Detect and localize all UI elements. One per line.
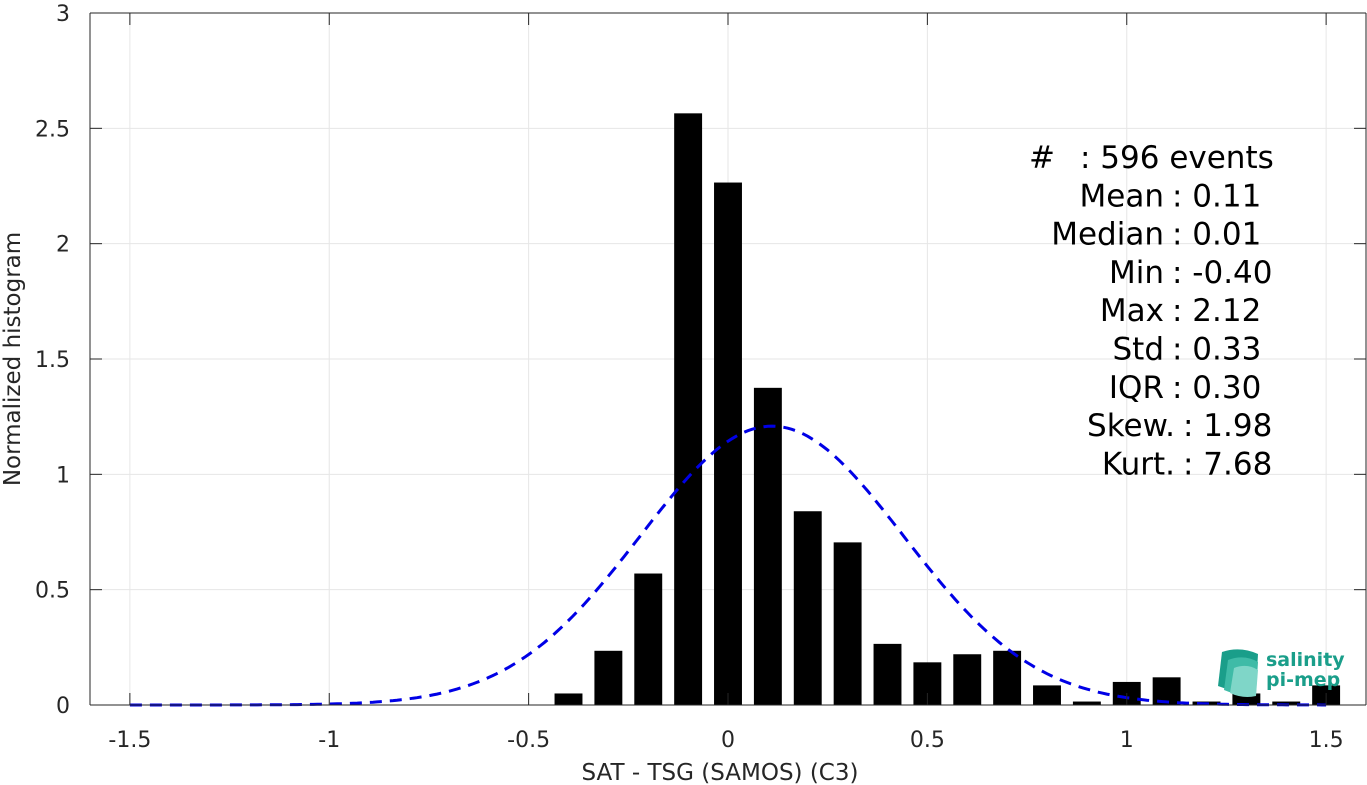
stat-key: Mean — [1080, 178, 1164, 214]
stat-value: : 0.11 — [1172, 178, 1261, 214]
histogram-bar — [1033, 685, 1061, 705]
x-tick-label: -1.5 — [108, 728, 151, 753]
tick-labels: -1.5 -1 -0.5 0 0.5 1 1.5 0 0.5 1 1.5 2 2.5 3 — [35, 2, 1344, 753]
stat-key: Min — [1109, 255, 1164, 291]
y-tick-label: 0 — [56, 694, 70, 719]
logo-line1: salinity — [1266, 649, 1345, 671]
x-tick-label: -1 — [318, 728, 340, 753]
histogram-bar — [793, 511, 822, 705]
stat-value: : 596 events — [1080, 140, 1274, 176]
stat-value: : 7.68 — [1183, 446, 1272, 482]
stat-key: # — [1029, 140, 1055, 176]
logo-icon — [1218, 649, 1258, 697]
stat-key: Max — [1100, 293, 1164, 329]
y-tick-label: 1.5 — [35, 348, 70, 373]
x-tick-label: 0 — [721, 728, 735, 753]
stat-value: : 2.12 — [1172, 293, 1261, 329]
histogram-bar — [1272, 701, 1301, 705]
histogram-bar — [993, 650, 1022, 705]
y-tick-label: 1 — [56, 463, 70, 488]
x-tick-label: 1 — [1120, 728, 1134, 753]
x-tick-label: -0.5 — [507, 728, 550, 753]
histogram-bar — [753, 387, 782, 705]
histogram-bar — [634, 573, 663, 705]
stat-key: Std — [1112, 332, 1164, 368]
histogram-bar — [833, 542, 862, 705]
histogram-bar — [1232, 693, 1261, 705]
stat-value: : 0.33 — [1172, 332, 1261, 368]
histogram-bar — [953, 654, 982, 705]
y-tick-label: 2 — [56, 233, 70, 258]
histogram-bar — [1072, 701, 1101, 705]
axes — [89, 12, 1367, 706]
y-tick-label: 2.5 — [35, 117, 70, 142]
stat-key: Skew. — [1087, 408, 1175, 444]
stat-value: : 0.01 — [1172, 217, 1261, 253]
histogram-bar — [674, 113, 703, 706]
histogram-bar — [873, 643, 902, 705]
x-tick-label: 0.5 — [910, 728, 945, 753]
y-axis-label: Normalized histogram — [0, 232, 26, 486]
x-axis-label: SAT - TSG (SAMOS) (C3) — [582, 760, 859, 785]
histogram-bar — [594, 650, 623, 705]
stat-value: : 1.98 — [1183, 408, 1272, 444]
y-tick-label: 3 — [56, 2, 70, 27]
stat-key: Median — [1051, 217, 1164, 253]
x-tick-label: 1.5 — [1309, 728, 1344, 753]
stat-key: IQR — [1109, 370, 1164, 406]
histogram-bars — [554, 113, 1341, 706]
logo-line2: pi-mep — [1266, 669, 1340, 691]
y-tick-label: 0.5 — [35, 579, 70, 604]
stat-key: Kurt. — [1102, 446, 1175, 482]
stat-value: : -0.40 — [1172, 255, 1273, 291]
histogram-bar — [714, 182, 742, 706]
histogram-bar — [554, 693, 583, 705]
stat-value: : 0.30 — [1172, 370, 1261, 406]
salinity-pimep-logo: salinity pi-mep — [1218, 649, 1345, 697]
